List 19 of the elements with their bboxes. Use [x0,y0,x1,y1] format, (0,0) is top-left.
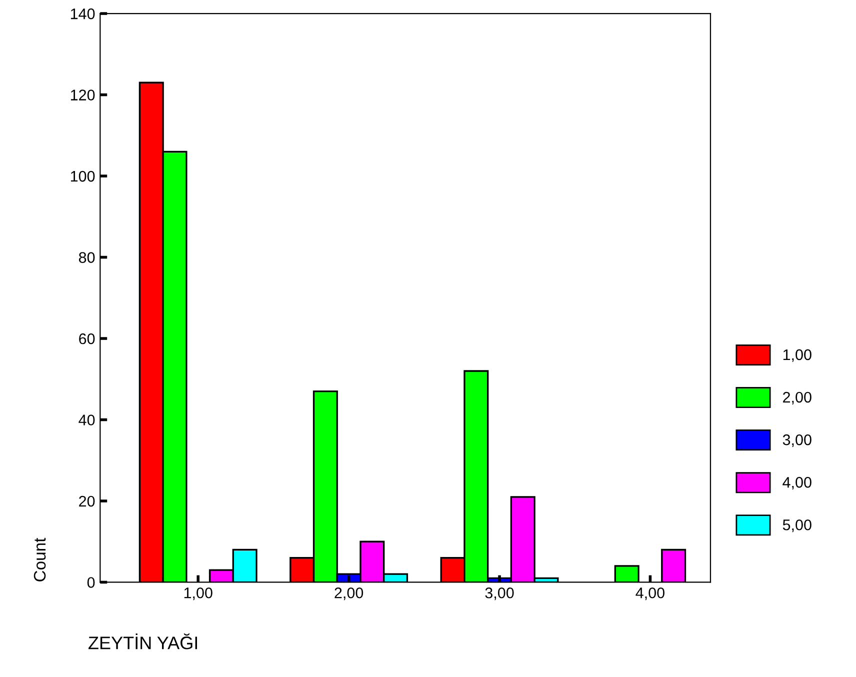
y-tick-label: 120 [70,90,95,100]
legend-label: 2,00 [783,392,812,404]
x-tick-label: 4,00 [636,587,664,600]
x-tick-label: 2,00 [334,587,364,600]
y-tick-label: 100 [70,170,95,182]
y-tick-label: 140 [70,8,95,20]
y-tick-label: 40 [78,414,95,426]
y-tick-label: 60 [79,333,95,344]
y-tick-label: 80 [78,252,95,263]
legend-label: 3,00 [782,434,812,448]
legend-label: 5,00 [782,519,812,532]
y-axis-title: Count [34,538,46,582]
x-tick-label: 3,00 [485,587,514,600]
x-tick-label: 1,00 [184,587,212,600]
y-tick-label: 20 [79,496,95,507]
legend-label: 4,00 [782,476,812,490]
y-tick-label: 0 [87,577,95,588]
legend-label: 1,00 [783,349,812,362]
x-axis-title: ZEYTİN YAĞI [88,633,197,650]
